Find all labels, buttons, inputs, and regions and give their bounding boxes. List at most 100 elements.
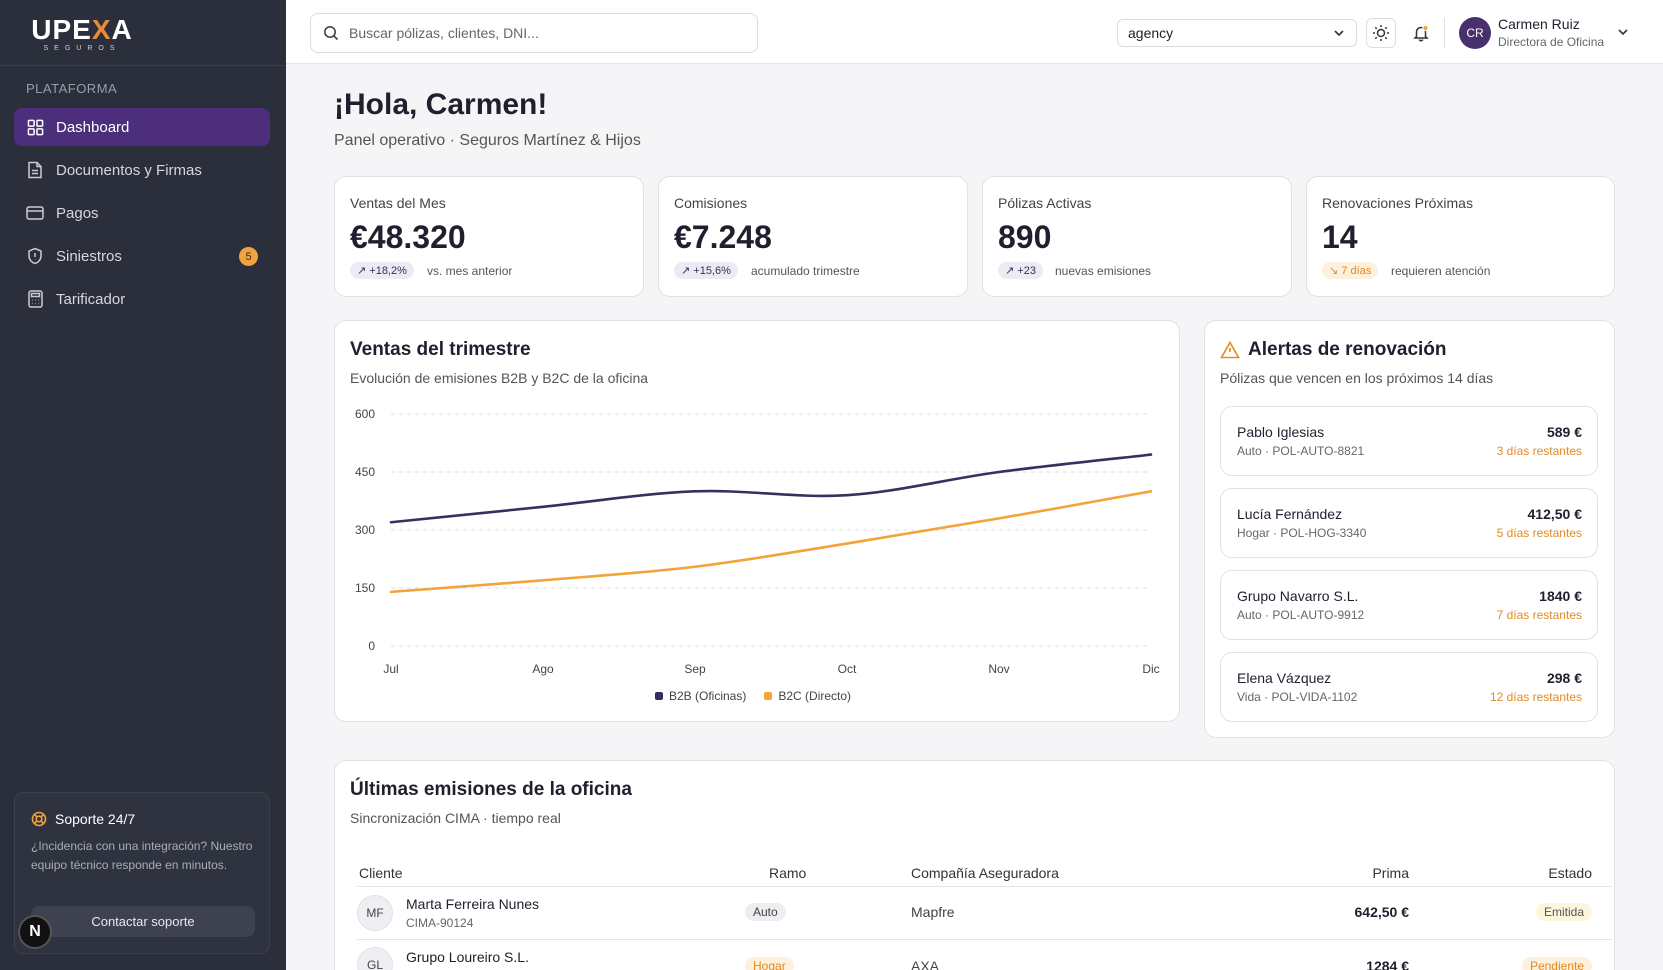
theme-toggle-button[interactable] xyxy=(1366,18,1396,48)
search-input[interactable] xyxy=(349,25,729,41)
alert-item[interactable]: Grupo Navarro S.L. Auto · POL-AUTO-9912 … xyxy=(1220,570,1598,640)
sidebar-item-tarificador[interactable]: Tarificador xyxy=(14,280,270,318)
alert-policy-meta: Vida · POL-VIDA-1102 xyxy=(1237,690,1358,704)
legend-item-b2c[interactable]: B2C (Directo) xyxy=(764,689,851,703)
kpi-value: €7.248 xyxy=(674,219,772,255)
kpi-card-polizas: Pólizas Activas 890 ↗ +23 nuevas emision… xyxy=(982,176,1292,297)
premium-amount: 642,50 € xyxy=(1354,904,1410,920)
column-header-cliente[interactable]: Cliente xyxy=(359,865,403,881)
alert-days-remaining: 3 días restantes xyxy=(1496,444,1582,458)
alerts-subtitle: Pólizas que vencen en los próximos 14 dí… xyxy=(1220,370,1494,386)
emissions-subtitle: Sincronización CIMA · tiempo real xyxy=(350,810,561,826)
page-subtitle: Panel operativo · Seguros Martínez & Hij… xyxy=(334,132,641,149)
alert-policy-meta: Hogar · POL-HOG-3340 xyxy=(1237,526,1367,540)
alert-client-name: Lucía Fernández xyxy=(1237,506,1343,522)
emissions-card: Últimas emisiones de la oficina Sincroni… xyxy=(334,760,1615,970)
alert-days-remaining: 12 días restantes xyxy=(1489,690,1582,704)
sidebar: UPEXA SEGUROS PLATAFORMA Dashboard Docum… xyxy=(0,0,286,970)
series-line-b2b xyxy=(389,453,1153,524)
chevron-down-icon xyxy=(1332,26,1346,43)
status-badge: Pendiente xyxy=(1521,957,1592,970)
calculator-icon xyxy=(26,290,44,308)
x-tick-label: Dic xyxy=(1142,662,1159,676)
legend-item-b2b[interactable]: B2B (Oficinas) xyxy=(655,689,746,703)
y-tick-label: 450 xyxy=(355,465,375,479)
alert-amount: 412,50 € xyxy=(1527,506,1583,522)
renewal-alerts-card: Alertas de renovación Pólizas que vencen… xyxy=(1204,320,1615,738)
context-select-value: agency xyxy=(1128,25,1174,41)
x-tick-label: Nov xyxy=(988,662,1009,676)
sidebar-section-title: PLATAFORMA xyxy=(26,81,118,96)
kpi-note: vs. mes anterior xyxy=(427,264,513,278)
warning-icon xyxy=(1220,341,1240,359)
alert-days-remaining: 5 días restantes xyxy=(1496,526,1582,540)
page-title: ¡Hola, Carmen! xyxy=(334,88,548,121)
sidebar-item-dashboard[interactable]: Dashboard xyxy=(14,108,270,146)
support-text: ¿Incidencia con una integración? Nuestro… xyxy=(31,839,253,872)
table-divider xyxy=(357,939,1612,940)
sidebar-item-siniestros[interactable]: Siniestros 5 xyxy=(14,237,270,275)
user-menu-chevron-icon[interactable] xyxy=(1616,25,1630,44)
y-tick-label: 0 xyxy=(368,639,375,653)
client-avatar: MF xyxy=(357,895,393,931)
dev-tools-badge[interactable]: N xyxy=(18,915,52,949)
notifications-button[interactable] xyxy=(1406,18,1436,48)
alert-amount: 1840 € xyxy=(1539,588,1582,604)
client-name: Marta Ferreira Nunes xyxy=(406,896,540,912)
siniestros-count-badge: 5 xyxy=(239,247,258,266)
card-icon xyxy=(26,204,44,222)
legend-swatch xyxy=(764,692,773,700)
column-header-estado[interactable]: Estado xyxy=(1548,865,1592,881)
support-title: Soporte 24/7 xyxy=(31,811,135,827)
user-name[interactable]: Carmen Ruiz xyxy=(1498,16,1580,32)
emissions-title: Últimas emisiones de la oficina xyxy=(350,779,632,800)
x-tick-label: Ago xyxy=(532,662,554,676)
sidebar-nav: Dashboard Documentos y Firmas Pagos Sini… xyxy=(14,108,270,323)
top-header: agency CR Carmen Ruiz Directora de Ofici… xyxy=(286,0,1663,64)
column-header-ramo[interactable]: Ramo xyxy=(769,865,807,881)
kpi-note: requieren atención xyxy=(1391,264,1491,278)
alert-amount: 298 € xyxy=(1546,670,1582,686)
document-icon xyxy=(26,161,44,179)
premium-amount: 1284 € xyxy=(1366,958,1409,970)
lifebuoy-icon xyxy=(31,811,47,827)
alert-item[interactable]: Lucía Fernández Hogar · POL-HOG-3340 412… xyxy=(1220,488,1598,558)
logo-subtitle: SEGUROS xyxy=(43,45,121,52)
header-separator xyxy=(1444,18,1445,48)
sidebar-item-documentos[interactable]: Documentos y Firmas xyxy=(14,151,270,189)
sidebar-item-pagos[interactable]: Pagos xyxy=(14,194,270,232)
x-tick-label: Sep xyxy=(684,662,706,676)
company-name: Mapfre xyxy=(911,904,955,920)
kpi-label: Pólizas Activas xyxy=(998,195,1092,211)
alert-policy-meta: Auto · POL-AUTO-9912 xyxy=(1237,608,1365,622)
search-box[interactable] xyxy=(310,13,758,53)
user-avatar[interactable]: CR xyxy=(1459,17,1491,49)
alert-item[interactable]: Pablo Iglesias Auto · POL-AUTO-8821 589 … xyxy=(1220,406,1598,476)
contact-support-button[interactable]: Contactar soporte xyxy=(31,906,255,937)
kpi-value: 14 xyxy=(1322,219,1358,255)
kpi-note: nuevas emisiones xyxy=(1055,264,1152,278)
kpi-trend-chip: ↗ +18,2% xyxy=(350,262,414,279)
alert-days-remaining: 7 días restantes xyxy=(1496,608,1582,622)
bell-icon xyxy=(1412,24,1430,42)
kpi-label: Renovaciones Próximas xyxy=(1322,195,1473,211)
sidebar-item-label: Siniestros xyxy=(56,247,122,265)
alert-item[interactable]: Elena Vázquez Vida · POL-VIDA-1102 298 €… xyxy=(1220,652,1598,722)
support-card: Soporte 24/7 ¿Incidencia con una integra… xyxy=(14,792,270,954)
context-select[interactable]: agency xyxy=(1117,19,1357,47)
chart-legend: B2B (Oficinas) B2C (Directo) xyxy=(655,689,869,703)
dashboard-icon xyxy=(26,118,44,136)
kpi-card-ventas: Ventas del Mes €48.320 ↗ +18,2% vs. mes … xyxy=(334,176,644,297)
sidebar-item-label: Tarificador xyxy=(56,290,126,308)
series-line-b2c xyxy=(389,490,1153,594)
column-header-compania[interactable]: Compañía Aseguradora xyxy=(911,865,1059,881)
client-name: Grupo Loureiro S.L. xyxy=(406,949,529,965)
kpi-label: Ventas del Mes xyxy=(350,195,446,211)
alerts-title: Alertas de renovación xyxy=(1220,339,1447,361)
logo[interactable]: UPEXA SEGUROS xyxy=(22,16,142,53)
y-tick-label: 150 xyxy=(355,581,375,595)
sun-icon xyxy=(1372,24,1390,42)
sidebar-item-label: Documentos y Firmas xyxy=(56,161,202,179)
column-header-prima[interactable]: Prima xyxy=(1372,865,1409,881)
legend-swatch xyxy=(655,692,663,700)
